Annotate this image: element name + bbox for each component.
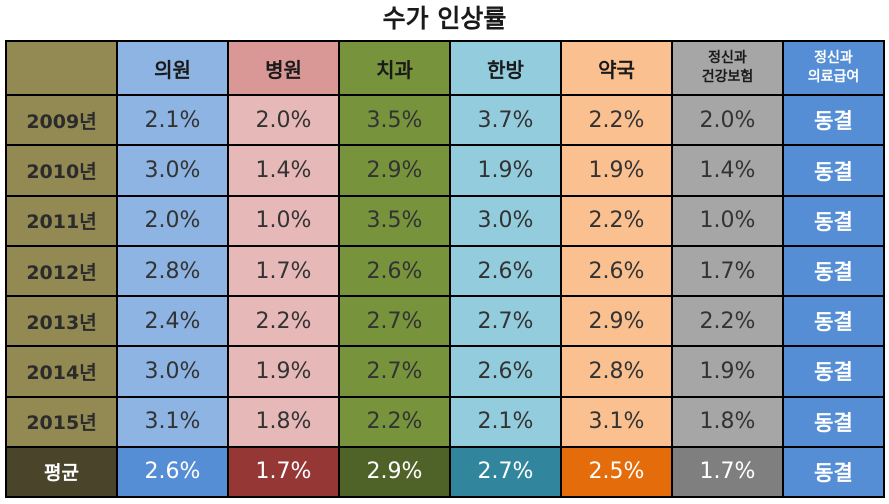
data-cell-mental_health_insurance: 2.2% — [671, 295, 784, 348]
data-cell-mental_health_insurance: 1.8% — [671, 395, 784, 448]
average-cell-hospital: 1.7% — [227, 445, 340, 499]
data-cell-mental_medical_aid: 동결 — [782, 194, 885, 247]
data-cell-hospital: 1.9% — [227, 345, 340, 398]
data-cell-pharmacy: 2.8% — [560, 345, 673, 398]
data-cell-hospital: 2.2% — [227, 295, 340, 348]
corner-cell — [5, 39, 118, 97]
data-cell-pharmacy: 2.6% — [560, 244, 673, 298]
row-label-year: 2010년 — [5, 144, 118, 197]
column-header-line2: 건강보험 — [701, 69, 754, 86]
data-cell-hospital: 1.0% — [227, 194, 340, 247]
data-cell-mental_health_insurance: 1.4% — [671, 144, 784, 197]
data-cell-mental_health_insurance: 2.0% — [671, 94, 784, 147]
table-row: 2013년 2.4% 2.2% 2.7% 2.7% 2.9% 2.2% 동결 — [5, 295, 885, 348]
data-cell-mental_medical_aid: 동결 — [782, 144, 885, 197]
data-cell-mental_health_insurance: 1.7% — [671, 244, 784, 298]
data-cell-clinic: 3.0% — [116, 345, 229, 398]
data-cell-clinic: 2.8% — [116, 244, 229, 298]
data-cell-dental: 2.2% — [338, 395, 451, 448]
table-row: 2012년 2.8% 1.7% 2.6% 2.6% 2.6% 1.7% 동결 — [5, 244, 885, 298]
row-label-average: 평균 — [5, 445, 118, 499]
fee-increase-table: 의원 병원 치과 한방 약국 정신과 건강보험 정신과 의료급여 2009년 2.1% 2.0% 3.5… — [5, 39, 885, 499]
table-row: 2015년 3.1% 1.8% 2.2% 2.1% 3.1% 1.8% 동결 — [5, 395, 885, 448]
data-cell-mental_medical_aid: 동결 — [782, 345, 885, 398]
average-cell-mental_medical_aid: 동결 — [782, 445, 885, 499]
data-cell-clinic: 2.4% — [116, 295, 229, 348]
column-header-dental: 치과 — [338, 39, 451, 97]
data-cell-oriental: 2.7% — [449, 295, 562, 348]
column-header-line1: 정신과 — [814, 50, 853, 67]
average-cell-oriental: 2.7% — [449, 445, 562, 499]
data-cell-clinic: 3.0% — [116, 144, 229, 197]
average-cell-clinic: 2.6% — [116, 445, 229, 499]
column-header-pharmacy: 약국 — [560, 39, 673, 97]
average-cell-dental: 2.9% — [338, 445, 451, 499]
column-header-oriental: 한방 — [449, 39, 562, 97]
data-cell-dental: 3.5% — [338, 94, 451, 147]
row-label-year: 2012년 — [5, 244, 118, 298]
table-row: 2014년 3.0% 1.9% 2.7% 2.6% 2.8% 1.9% 동결 — [5, 345, 885, 398]
data-cell-mental_medical_aid: 동결 — [782, 244, 885, 298]
average-row: 평균 2.6% 1.7% 2.9% 2.7% 2.5% 1.7% 동결 — [5, 445, 885, 499]
data-cell-mental_health_insurance: 1.9% — [671, 345, 784, 398]
data-cell-dental: 2.7% — [338, 345, 451, 398]
data-cell-oriental: 2.1% — [449, 395, 562, 448]
data-cell-oriental: 3.0% — [449, 194, 562, 247]
data-cell-oriental: 2.6% — [449, 244, 562, 298]
data-cell-pharmacy: 3.1% — [560, 395, 673, 448]
data-cell-dental: 2.9% — [338, 144, 451, 197]
data-cell-pharmacy: 1.9% — [560, 144, 673, 197]
row-label-year: 2009년 — [5, 94, 118, 147]
data-cell-pharmacy: 2.2% — [560, 194, 673, 247]
table-row: 2010년 3.0% 1.4% 2.9% 1.9% 1.9% 1.4% 동결 — [5, 144, 885, 197]
row-label-year: 2014년 — [5, 345, 118, 398]
data-cell-hospital: 2.0% — [227, 94, 340, 147]
data-cell-hospital: 1.4% — [227, 144, 340, 197]
data-cell-oriental: 1.9% — [449, 144, 562, 197]
data-cell-clinic: 3.1% — [116, 395, 229, 448]
data-cell-mental_medical_aid: 동결 — [782, 395, 885, 448]
column-header-clinic: 의원 — [116, 39, 229, 97]
data-cell-mental_medical_aid: 동결 — [782, 295, 885, 348]
data-cell-hospital: 1.8% — [227, 395, 340, 448]
data-cell-dental: 3.5% — [338, 194, 451, 247]
data-cell-mental_medical_aid: 동결 — [782, 94, 885, 147]
column-header-line2: 의료급여 — [807, 69, 860, 86]
data-cell-pharmacy: 2.9% — [560, 295, 673, 348]
average-cell-pharmacy: 2.5% — [560, 445, 673, 499]
table-row: 2011년 2.0% 1.0% 3.5% 3.0% 2.2% 1.0% 동결 — [5, 194, 885, 247]
data-cell-dental: 2.7% — [338, 295, 451, 348]
data-cell-clinic: 2.1% — [116, 94, 229, 147]
data-cell-mental_health_insurance: 1.0% — [671, 194, 784, 247]
table-row: 2009년 2.1% 2.0% 3.5% 3.7% 2.2% 2.0% 동결 — [5, 94, 885, 147]
column-header-line1: 정신과 — [708, 50, 747, 67]
chart-title: 수가 인상률 — [382, 4, 507, 33]
row-label-year: 2015년 — [5, 395, 118, 448]
column-header-hospital: 병원 — [227, 39, 340, 97]
data-cell-hospital: 1.7% — [227, 244, 340, 298]
row-label-year: 2013년 — [5, 295, 118, 348]
data-cell-pharmacy: 2.2% — [560, 94, 673, 147]
header-row: 의원 병원 치과 한방 약국 정신과 건강보험 정신과 의료급여 — [5, 39, 885, 97]
row-label-year: 2011년 — [5, 194, 118, 247]
data-cell-dental: 2.6% — [338, 244, 451, 298]
data-cell-oriental: 3.7% — [449, 94, 562, 147]
data-cell-oriental: 2.6% — [449, 345, 562, 398]
average-cell-mental_health_insurance: 1.7% — [671, 445, 784, 499]
data-cell-clinic: 2.0% — [116, 194, 229, 247]
